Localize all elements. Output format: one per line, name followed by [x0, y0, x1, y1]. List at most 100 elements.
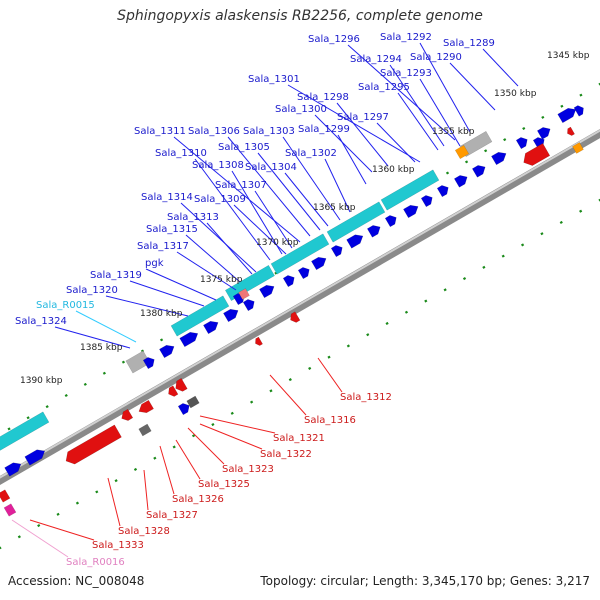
reverse-gene-arrow — [138, 399, 154, 414]
label-leader-lines — [11, 42, 519, 558]
reverse-gene-arrow — [121, 408, 134, 421]
forward-gene-arrow — [515, 137, 528, 150]
outer-tick — [64, 393, 68, 398]
orange-block — [454, 144, 470, 160]
outer-tick — [522, 126, 526, 131]
gene-label: Sala_1292 — [380, 32, 432, 43]
outer-tick — [26, 416, 30, 420]
forward-gene-arrow — [453, 175, 468, 188]
leader-line — [75, 310, 137, 343]
forward-gene-arrow — [311, 256, 327, 271]
gene-label: Sala_1290 — [410, 52, 462, 63]
gene-label: Sala_1306 — [188, 126, 240, 137]
gene-label: Sala_1289 — [443, 38, 495, 49]
gene-label: Sala_1321 — [273, 433, 325, 444]
kbp-label: 1375 kbp — [200, 275, 243, 285]
leader-line — [206, 222, 253, 275]
grey-block — [186, 395, 200, 409]
gene-label: Sala_1308 — [192, 160, 244, 171]
pink-block — [238, 288, 250, 300]
leader-line — [337, 134, 367, 185]
inner-tick — [153, 456, 157, 460]
inner-tick — [172, 445, 176, 449]
grey-block — [138, 423, 152, 437]
forward-gene-arrow — [223, 308, 239, 323]
inner-tick — [114, 479, 118, 483]
leader-line — [389, 64, 445, 147]
forward-gene-arrow — [471, 165, 486, 178]
cds-block — [0, 411, 50, 451]
leader-line — [194, 158, 271, 261]
gene-label: Sala_1328 — [118, 526, 170, 537]
outer-tick — [560, 104, 564, 108]
gene-label: pgk — [145, 258, 164, 269]
inner-tick — [288, 378, 292, 382]
gene-label: Sala_R0015 — [36, 300, 95, 311]
gene-label: Sala_1312 — [340, 392, 392, 403]
outer-tick — [503, 138, 507, 142]
forward-gene-arrow — [297, 267, 310, 280]
forward-gene-arrow — [330, 245, 343, 258]
gene-label: Sala_1311 — [134, 126, 186, 137]
leader-line — [105, 295, 189, 317]
outer-tick — [464, 160, 469, 164]
inner-tick — [520, 243, 525, 247]
leader-line — [129, 280, 205, 307]
forward-gene-arrow — [242, 299, 255, 312]
leader-line — [173, 136, 301, 243]
pink-block — [3, 503, 17, 517]
inner-tick — [366, 333, 370, 337]
leader-line — [54, 326, 131, 349]
gene-labels: Sala_1296 Sala_1292 Sala_1289 Sala_1294 Sala… — [15, 32, 495, 568]
forward-gene-arrow — [159, 344, 175, 359]
leader-line — [336, 102, 389, 167]
inner-tick — [424, 299, 428, 303]
gene-label: Sala_1301 — [248, 74, 300, 85]
cds-block — [170, 295, 230, 337]
gene-label: Sala_1299 — [298, 124, 350, 135]
reverse-gene-arrow — [255, 336, 263, 346]
leader-line — [347, 44, 456, 141]
inner-tick — [501, 254, 505, 258]
kbp-label: 1385 kbp — [80, 343, 123, 353]
leader-line — [314, 114, 373, 173]
forward-gene-arrow — [536, 127, 551, 140]
leader-line — [175, 439, 201, 480]
reverse-gene-arrow — [175, 377, 188, 392]
leader-line — [187, 427, 225, 465]
forward-gene-arrow — [384, 215, 397, 228]
inner-tick — [598, 198, 600, 202]
leader-line — [107, 477, 121, 527]
outer-tick — [159, 338, 164, 342]
kbp-label: 1370 kbp — [256, 238, 299, 248]
inner-tick — [95, 490, 99, 494]
cds-block — [326, 201, 386, 243]
inner-tick — [308, 366, 312, 370]
leader-line — [317, 357, 343, 393]
forward-gene-arrow — [179, 331, 199, 348]
outer-tick — [541, 115, 545, 119]
leader-line — [185, 234, 241, 283]
backbone-line — [0, 128, 600, 486]
inner-tick — [17, 535, 21, 539]
gene-label: Sala_1298 — [297, 92, 349, 103]
forward-gene-arrow — [142, 357, 155, 370]
gene-label: Sala_1324 — [15, 316, 67, 327]
forward-gene-arrow — [24, 449, 46, 466]
forward-gene-arrow — [259, 284, 275, 299]
forward-gene-arrow — [203, 320, 219, 335]
gene-label: Sala_1322 — [260, 449, 312, 460]
gene-label: Sala_1293 — [380, 68, 432, 79]
leader-line — [159, 445, 175, 495]
outer-tick — [7, 427, 11, 431]
gene-label: Sala_1314 — [141, 192, 193, 203]
leader-line — [449, 62, 496, 111]
gene-label: Sala_1305 — [218, 142, 270, 153]
inner-tick — [56, 512, 60, 516]
inner-tick — [211, 422, 215, 427]
kbp-label: 1380 kbp — [140, 309, 183, 319]
gene-label: Sala_1323 — [222, 464, 274, 475]
inner-tick — [482, 265, 486, 269]
gene-features — [0, 105, 584, 517]
